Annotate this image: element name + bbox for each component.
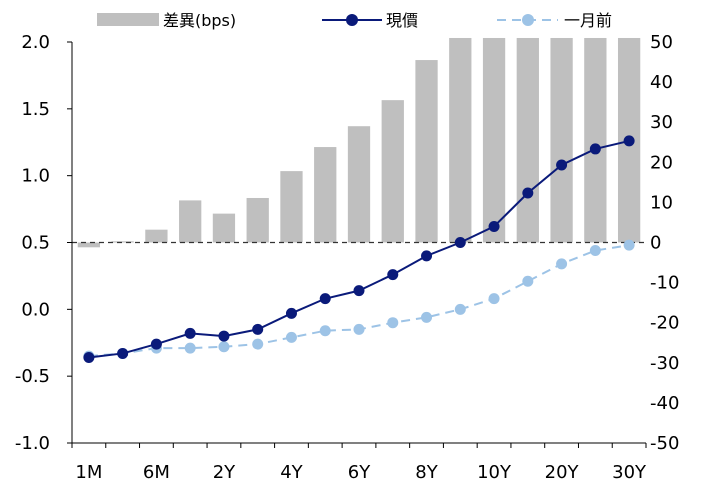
- bar-2y: [212, 213, 236, 243]
- x-tick-label: 20Y: [545, 462, 580, 483]
- bar-3m: [111, 241, 134, 243]
- bar-4y: [280, 171, 303, 243]
- right-tick-label: -10: [650, 273, 679, 294]
- legend-prior-label: 一月前: [564, 11, 612, 30]
- bar-5y: [314, 147, 337, 243]
- left-tick-label: 0.5: [21, 233, 50, 254]
- line-series-group: [83, 135, 635, 363]
- x-tick-label: 6M: [143, 462, 170, 483]
- point-current-10y: [488, 220, 500, 232]
- point-prior-2y: [218, 341, 230, 353]
- bar-1y: [179, 200, 202, 243]
- x-tick-label: 2Y: [213, 462, 236, 483]
- legend-current-label: 現價: [386, 11, 418, 30]
- x-tick-label: 8Y: [415, 462, 438, 483]
- x-tick-label: 30Y: [612, 462, 647, 483]
- x-tick-label: 1M: [75, 462, 102, 483]
- bar-1m: [77, 242, 101, 248]
- left-tick-label: 2.0: [21, 32, 50, 53]
- left-tick-label: 0.0: [21, 299, 50, 320]
- point-current-3y: [252, 323, 264, 335]
- bar-6y: [347, 126, 371, 243]
- point-current-6y: [353, 285, 365, 297]
- legend-bar-swatch: [97, 13, 159, 26]
- point-current-20y: [556, 159, 568, 171]
- point-current-2y: [218, 330, 230, 342]
- bar-25y: [584, 37, 607, 243]
- bar-series-group: [77, 37, 641, 248]
- point-prior-5y: [319, 325, 331, 337]
- x-tick-label: 6Y: [348, 462, 371, 483]
- legend-bar-label: 差異(bps): [163, 11, 236, 30]
- point-current-7y: [387, 269, 399, 281]
- right-tick-label: -20: [650, 313, 679, 334]
- point-current-1y: [184, 327, 196, 339]
- right-tick-label: 40: [650, 72, 673, 93]
- point-current-30y: [623, 135, 635, 147]
- point-current-4y: [285, 307, 297, 319]
- left-tick-label: 1.5: [21, 99, 50, 120]
- point-prior-3y: [252, 338, 264, 350]
- point-prior-10y: [488, 293, 500, 305]
- point-prior-20y: [556, 258, 568, 270]
- bar-8y: [415, 60, 438, 243]
- bar-7y: [381, 100, 404, 243]
- point-current-9y: [454, 237, 466, 248]
- bar-9y: [449, 37, 472, 243]
- left-axis-ticks: 2.0 1.5 1.0 0.5 0.0 -0.5 -1.0: [15, 32, 72, 454]
- point-current-3m: [117, 347, 129, 359]
- point-current-5y: [319, 293, 331, 305]
- point-prior-8y: [421, 311, 433, 323]
- left-tick-label: 1.0: [21, 166, 50, 187]
- right-tick-label: 30: [650, 112, 673, 133]
- point-current-15y: [522, 187, 534, 199]
- point-current-1m: [83, 351, 95, 363]
- point-current-25y: [589, 143, 601, 155]
- bar-3y: [246, 197, 269, 243]
- legend-prior-marker: [522, 14, 534, 26]
- legend-current-marker: [346, 14, 358, 26]
- point-prior-15y: [522, 275, 534, 287]
- right-tick-label: -40: [650, 393, 679, 414]
- right-tick-label: -30: [650, 353, 679, 374]
- point-prior-1y: [184, 342, 196, 354]
- left-tick-label: -0.5: [15, 366, 50, 387]
- bar-15y: [516, 37, 539, 243]
- point-prior-25y: [589, 245, 601, 257]
- left-tick-label: -1.0: [15, 433, 50, 454]
- x-axis-ticks: 1M 6M 2Y 4Y 6Y 8Y 10Y 20Y 30Y: [71, 443, 647, 483]
- point-current-8y: [421, 250, 433, 262]
- point-prior-30y: [623, 239, 635, 251]
- right-tick-label: 10: [650, 192, 673, 213]
- bar-10y: [482, 37, 506, 243]
- x-tick-label: 4Y: [280, 462, 303, 483]
- x-tick-label: 10Y: [477, 462, 512, 483]
- right-tick-label: 0: [650, 233, 661, 254]
- right-tick-label: 50: [650, 32, 673, 53]
- bar-6m: [145, 229, 168, 243]
- legend: 差異(bps) 現價 一月前: [97, 11, 612, 30]
- point-prior-7y: [387, 317, 399, 329]
- right-tick-label: 20: [650, 152, 673, 173]
- point-current-6m: [150, 338, 162, 350]
- point-prior-6y: [353, 323, 365, 335]
- right-axis-ticks: 50 40 30 20 10 0 -10 -20 -30 -40 -50: [650, 32, 679, 454]
- bar-20y: [550, 37, 573, 243]
- point-prior-4y: [285, 331, 297, 343]
- point-prior-9y: [454, 303, 466, 315]
- right-tick-label: -50: [650, 433, 679, 454]
